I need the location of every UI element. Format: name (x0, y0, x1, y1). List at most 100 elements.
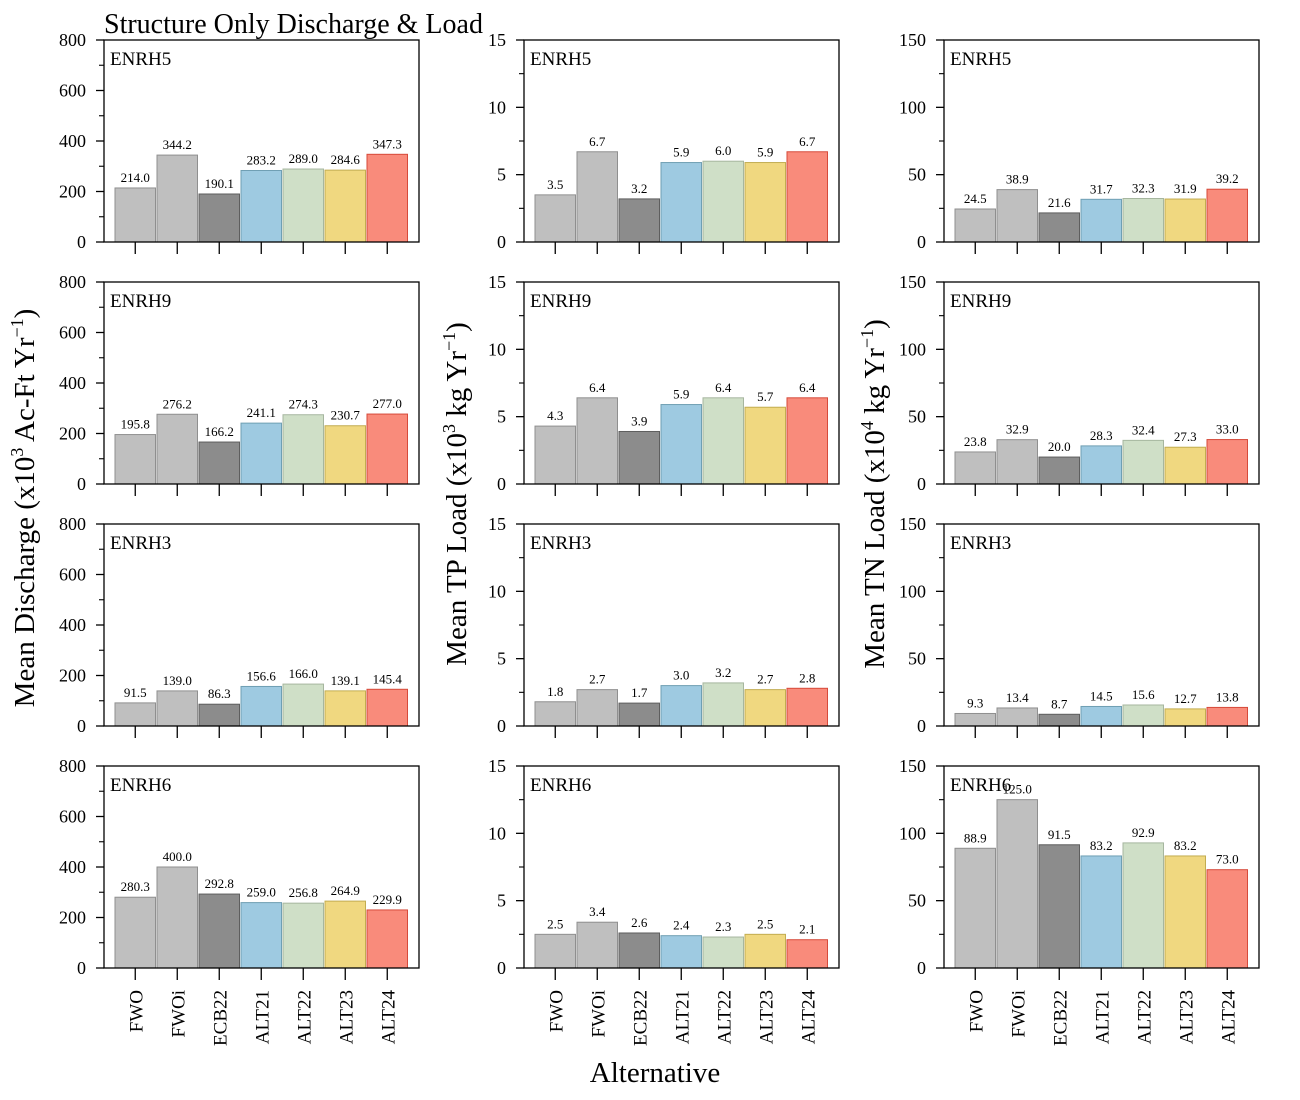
bar (324, 425, 366, 485)
bar (660, 685, 702, 727)
y-tick-label: 0 (497, 716, 506, 736)
y-tick-label: 150 (899, 30, 926, 50)
y-tick-label: 0 (497, 474, 506, 494)
bar-value-label: 241.1 (247, 405, 276, 420)
bar (1080, 705, 1122, 727)
y-tick-label: 5 (497, 891, 506, 911)
x-axis-title: Alternative (590, 1057, 720, 1089)
site-label: ENRH9 (110, 291, 171, 312)
y-tick-label: 0 (497, 958, 506, 978)
bar (366, 909, 408, 969)
y-tick-label: 5 (497, 165, 506, 185)
bar-value-label: 3.2 (631, 181, 647, 196)
x-tick-label: FWOi (168, 990, 189, 1038)
bar (324, 169, 366, 243)
bar-value-label: 3.4 (589, 904, 606, 919)
site-label: ENRH5 (530, 49, 591, 70)
bar-value-label: 2.4 (673, 918, 690, 933)
bar (786, 939, 828, 969)
y-tick-label: 200 (59, 182, 86, 202)
bar-value-label: 12.7 (1174, 691, 1197, 706)
y-axis-title: Mean TN Load (x104 kg Yr−1) (857, 319, 891, 669)
bar (1164, 198, 1206, 243)
bar (702, 397, 744, 485)
panel-enrh5-2: 24.5 38.9 21.6 31.7 32.3 31.9 39.2 0 50 100 150 ENR… (899, 30, 1260, 254)
x-tick-label: ALT23 (756, 990, 777, 1044)
bar (282, 683, 324, 727)
bar-value-label: 283.2 (247, 152, 276, 167)
bar-value-label: 259.0 (247, 885, 276, 900)
bar (954, 451, 996, 485)
bar-value-label: 9.3 (967, 695, 983, 710)
x-tick-label: ECB22 (210, 990, 231, 1046)
bar (1080, 198, 1122, 243)
bar (618, 932, 660, 969)
bar-value-label: 2.7 (589, 672, 606, 687)
bar (660, 162, 702, 243)
bar-value-label: 83.2 (1090, 838, 1113, 853)
bar (660, 935, 702, 969)
bar-value-label: 4.3 (547, 408, 563, 423)
y-tick-label: 0 (917, 232, 926, 252)
x-tick-label: FWO (546, 990, 567, 1032)
bar-value-label: 5.7 (757, 389, 774, 404)
y-tick-label: 400 (59, 373, 86, 393)
x-tick-label: ALT24 (378, 990, 399, 1045)
panel-enrh9-1: 4.3 6.4 3.9 5.9 6.4 5.7 6.4 0 5 10 15 ENRH9 (488, 272, 840, 496)
bar-value-label: 400.0 (163, 849, 192, 864)
bar (1038, 844, 1080, 969)
bar-value-label: 27.3 (1174, 429, 1197, 444)
bar-value-label: 14.5 (1090, 688, 1113, 703)
bar-value-label: 92.9 (1132, 825, 1155, 840)
bar-value-label: 6.4 (589, 380, 606, 395)
bar (954, 847, 996, 969)
bar-value-label: 166.2 (205, 424, 234, 439)
bar-value-label: 256.8 (289, 885, 318, 900)
bar-value-label: 1.7 (631, 685, 648, 700)
panel-enrh6-2: 88.9 125.0 91.5 83.2 92.9 83.2 73.0 0 50 100 150 FW… (899, 756, 1260, 1046)
x-tick-label: FWO (126, 990, 147, 1032)
bar-value-label: 15.6 (1132, 687, 1155, 702)
site-label: ENRH6 (110, 775, 171, 796)
y-tick-label: 100 (899, 97, 926, 117)
bar-value-label: 277.0 (373, 396, 402, 411)
panel-enrh5-0: 214.0 344.2 190.1 283.2 289.0 284.6 347.3 0 200 4… (59, 30, 420, 254)
y-tick-label: 0 (77, 474, 86, 494)
bar (702, 682, 744, 727)
bar (1164, 708, 1206, 727)
panel-enrh3-1: 1.8 2.7 1.7 3.0 3.2 2.7 2.8 0 5 10 15 ENRH3 (488, 514, 840, 738)
site-label: ENRH5 (110, 49, 171, 70)
bar (1038, 212, 1080, 243)
bar (1080, 855, 1122, 969)
bar-value-label: 6.4 (715, 380, 732, 395)
site-label: ENRH3 (110, 533, 171, 554)
bar (744, 933, 786, 969)
bar (534, 425, 576, 485)
y-tick-label: 600 (59, 81, 86, 101)
bar (534, 701, 576, 727)
bar (240, 902, 282, 969)
bar-value-label: 24.5 (964, 191, 987, 206)
y-tick-label: 50 (908, 649, 926, 669)
bar (282, 168, 324, 243)
bar-value-label: 31.7 (1090, 181, 1113, 196)
y-tick-label: 400 (59, 615, 86, 635)
bar-value-label: 13.4 (1006, 690, 1029, 705)
bar (156, 413, 198, 485)
bar-value-label: 6.0 (715, 143, 731, 158)
bar-value-label: 83.2 (1174, 838, 1197, 853)
y-tick-label: 800 (59, 756, 86, 776)
bar (240, 422, 282, 485)
bar-value-label: 32.4 (1132, 422, 1155, 437)
y-tick-label: 600 (59, 323, 86, 343)
bar-value-label: 86.3 (208, 686, 231, 701)
bar (1164, 446, 1206, 485)
site-label: ENRH3 (950, 533, 1011, 554)
x-tick-label: ALT24 (798, 990, 819, 1045)
bar (702, 936, 744, 969)
site-label: ENRH9 (950, 291, 1011, 312)
bar-value-label: 33.0 (1216, 422, 1239, 437)
bar (324, 900, 366, 969)
y-tick-label: 50 (908, 891, 926, 911)
